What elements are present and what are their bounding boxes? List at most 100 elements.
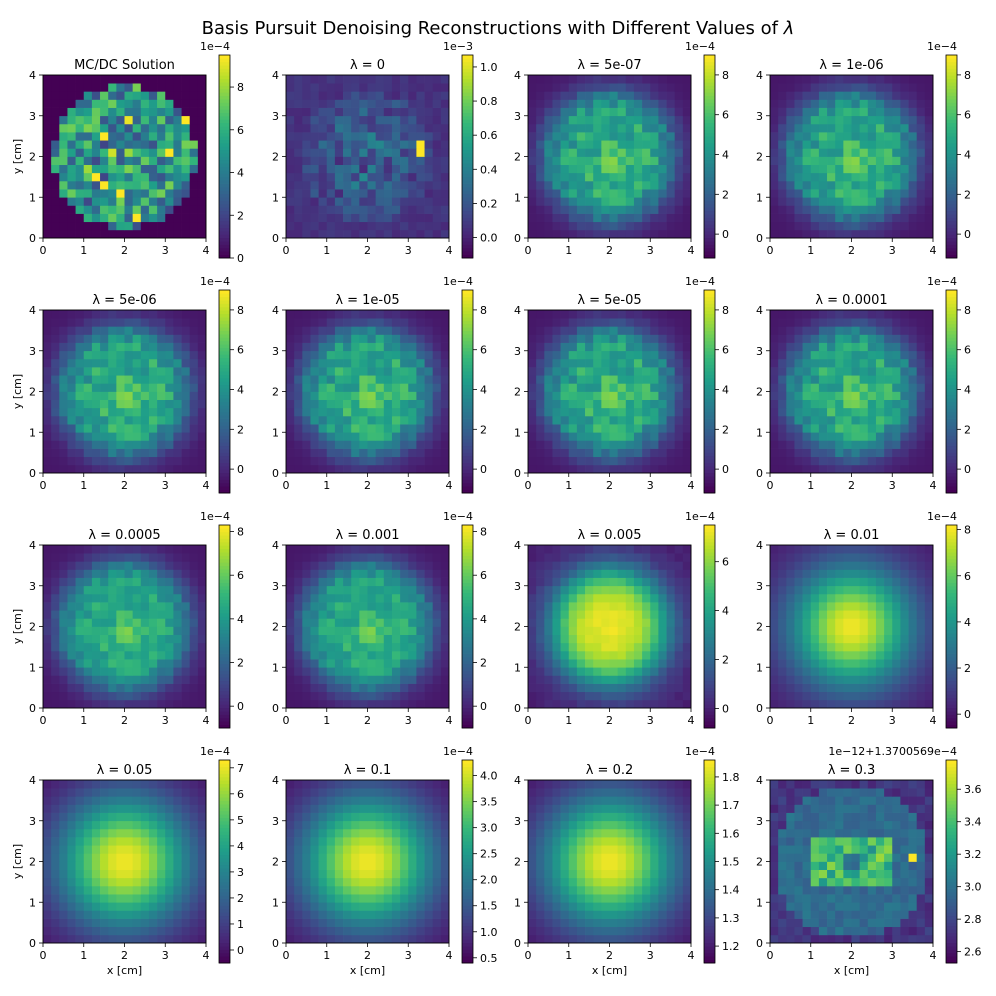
heatmap-cell [165,561,174,570]
colorbar-exponent: 1e−3 [443,40,473,53]
colorbar-segment [462,234,473,239]
colorbar-segment [219,98,230,103]
heatmap-cell [140,585,150,595]
heatmap-cell [189,456,199,466]
heatmap-cell [440,593,450,603]
colorbar-tick-label: 0 [237,252,244,265]
heatmap-cell [391,107,401,117]
heatmap-cell [585,699,594,709]
heatmap-cell [351,659,360,668]
heatmap-cell [843,148,852,157]
heatmap-cell [351,593,360,603]
heatmap-cell [867,424,877,433]
heatmap-cell [770,334,779,343]
heatmap-cell [560,180,570,190]
heatmap-cell [75,213,85,223]
heatmap-cell [100,229,109,239]
heatmap-cell [75,634,85,644]
heatmap-cell [75,432,85,441]
heatmap-cell [43,326,52,335]
heatmap-cell [318,691,328,701]
heatmap-cell [593,440,602,449]
heatmap-cell [165,553,174,562]
heatmap-cell [375,83,385,92]
colorbar-tick-label: 0 [480,463,487,476]
colorbar-segment [704,115,715,120]
heatmap-cell [416,164,425,174]
heatmap-cell [189,123,199,133]
heatmap-cell [383,358,393,368]
heatmap-cell [75,407,85,417]
colorbar-segment [462,207,473,212]
heatmap-cell [794,123,803,133]
heatmap-cell [884,156,893,165]
colorbar-segment [704,330,715,335]
heatmap-cell [197,205,207,214]
heatmap-cell [601,432,610,441]
colorbar-segment [704,418,715,423]
heatmap-cell [617,432,627,441]
heatmap-cell [91,642,101,652]
heatmap-cell [544,699,553,709]
heatmap-cell [157,83,166,92]
heatmap-cell [908,132,918,141]
heatmap-cell [609,358,618,368]
heatmap-cell [124,326,133,335]
heatmap-cell [59,383,68,392]
heatmap-cell [326,107,336,117]
heatmap-cell [75,107,85,117]
heatmap-cell [400,440,409,449]
heatmap-cell [560,189,570,198]
heatmap-cell [682,318,692,327]
heatmap-cell [326,634,336,644]
heatmap-cell [343,585,352,595]
heatmap-cell [351,577,360,587]
heatmap-cell [400,375,409,384]
heatmap-cell [924,464,934,474]
heatmap-cell [408,383,417,392]
heatmap-cell [924,424,934,433]
heatmap-cell [286,326,295,335]
heatmap-cell [334,172,344,182]
heatmap-cell [617,383,627,392]
heatmap-cell [424,610,434,619]
heatmap-cell [75,350,85,360]
heatmap-cell [528,229,537,239]
heatmap-cell [617,456,627,466]
heatmap-cell [560,432,570,441]
heatmap-cell [585,132,594,141]
colorbar-segment [462,643,473,648]
heatmap-cell [859,358,869,368]
heatmap-cell [367,642,376,652]
heatmap-cell [818,350,828,360]
heatmap-cell [351,375,360,384]
heatmap-cell [908,140,918,149]
colorbar-segment [462,364,473,369]
heatmap-cell [786,367,795,376]
panel-title: λ = 5e-06 [92,293,156,308]
heatmap-cell [391,172,401,182]
panel-title: λ = 5e-05 [577,293,641,308]
colorbar-segment [704,156,715,161]
heatmap-cell [432,561,442,570]
heatmap-cell [835,342,844,352]
heatmap-cell [189,107,199,117]
heatmap-cell [802,399,812,409]
heatmap-cell [91,626,101,635]
heatmap-cell [827,448,836,458]
colorbar-segment [462,227,473,232]
heatmap-cell [827,415,836,425]
heatmap-cell [67,699,76,709]
heatmap-cell [552,464,561,474]
heatmap-cell [326,699,336,709]
heatmap-cell [892,83,901,92]
heatmap-cell [343,448,352,458]
heatmap-cell [318,99,328,108]
heatmap-cell [408,334,417,343]
x-tick-label: 4 [203,479,210,492]
heatmap-cell [609,326,618,335]
heatmap-cell [818,440,828,449]
colorbar-segment [462,650,473,654]
heatmap-cell [851,318,860,327]
heatmap-cell [359,593,368,603]
